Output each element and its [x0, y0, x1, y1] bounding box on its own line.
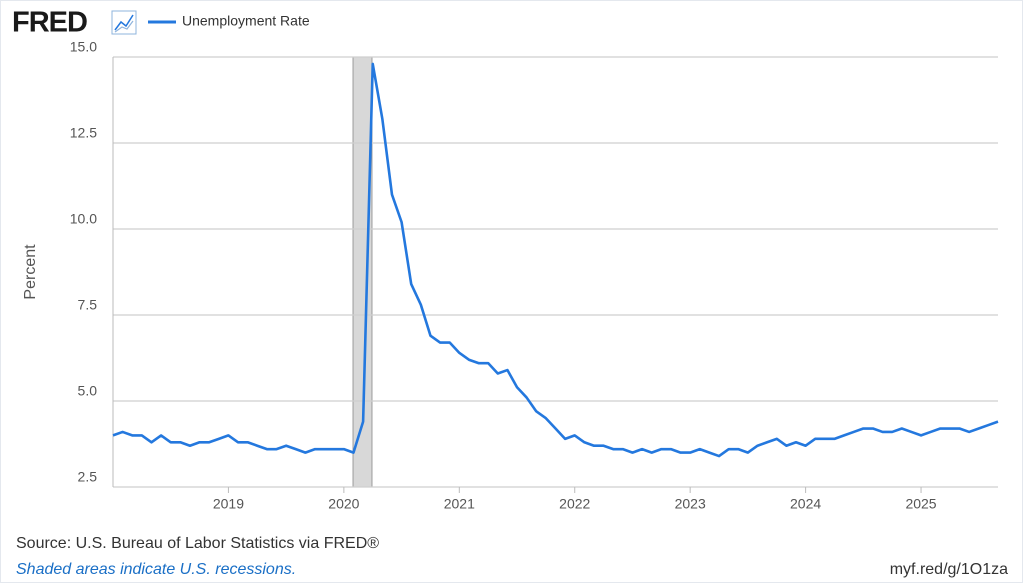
y-axis-label: Percent: [22, 244, 39, 300]
y-tick-label: 2.5: [78, 469, 98, 485]
short-link[interactable]: myf.red/g/1O1za: [890, 561, 1008, 578]
x-tick-label: 2024: [790, 496, 821, 512]
series-line: [112, 62, 999, 458]
logo: FRED: [12, 7, 87, 39]
y-tick-label: 7.5: [78, 297, 98, 313]
y-tick-label: 12.5: [70, 125, 97, 141]
x-tick-label: 2025: [905, 496, 936, 512]
logo-icon: [111, 10, 137, 35]
x-tick-label: 2020: [328, 496, 359, 512]
y-tick-label: 15.0: [70, 39, 97, 55]
x-tick-label: 2019: [213, 496, 244, 512]
x-tick-label: 2023: [675, 496, 706, 512]
recession-note: Shaded areas indicate U.S. recessions.: [16, 561, 296, 578]
legend-label: Unemployment Rate: [182, 13, 310, 29]
y-tick-label: 10.0: [70, 211, 97, 227]
y-tick-label: 5.0: [78, 383, 98, 399]
x-tick-label: 2021: [444, 496, 475, 512]
source: Source: U.S. Bureau of Labor Statistics …: [16, 535, 379, 552]
x-tick-label: 2022: [559, 496, 590, 512]
